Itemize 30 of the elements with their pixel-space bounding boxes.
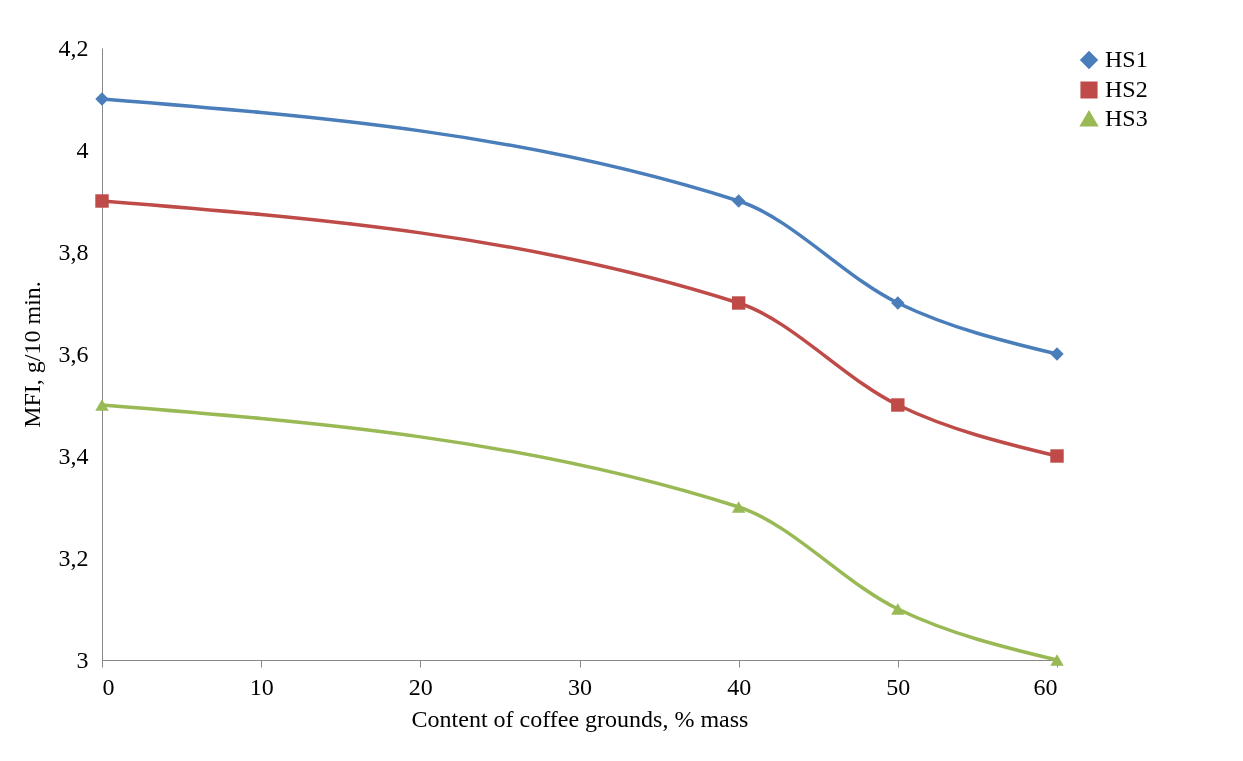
legend-label: HS1 <box>1105 46 1148 72</box>
y-tick-label: 3,6 <box>58 340 89 367</box>
x-axis-title: Content of coffee grounds, % mass <box>411 705 749 732</box>
point <box>891 296 905 310</box>
point <box>731 501 746 513</box>
y-axis-title: MFI, g/10 min. <box>18 281 45 428</box>
x-tick-label: 50 <box>886 673 911 700</box>
x-tick-label: 10 <box>249 673 274 700</box>
point <box>95 92 109 106</box>
point <box>891 398 905 412</box>
point <box>731 296 746 310</box>
point <box>1050 347 1064 361</box>
legend-label: HS2 <box>1105 76 1148 102</box>
x-tick-label: 20 <box>408 673 433 700</box>
point <box>95 399 109 411</box>
point <box>891 603 905 615</box>
y-tick-label: 4,2 <box>58 34 89 61</box>
point <box>731 194 746 208</box>
x-tick-label: 30 <box>568 673 592 700</box>
point <box>1050 449 1064 463</box>
y-tick-label: 3,4 <box>58 442 89 469</box>
y-tick-label: 3 <box>76 646 89 673</box>
y-tick-label: 4 <box>76 136 89 163</box>
y-tick-label: 3,8 <box>58 238 89 265</box>
legend-label: HS3 <box>1105 105 1148 131</box>
x-tick-label: 40 <box>727 673 752 700</box>
y-tick-label: 3,2 <box>58 544 89 571</box>
x-tick-label: 0 <box>102 673 115 700</box>
x-tick-label: 60 <box>1033 673 1058 700</box>
point <box>95 194 109 208</box>
